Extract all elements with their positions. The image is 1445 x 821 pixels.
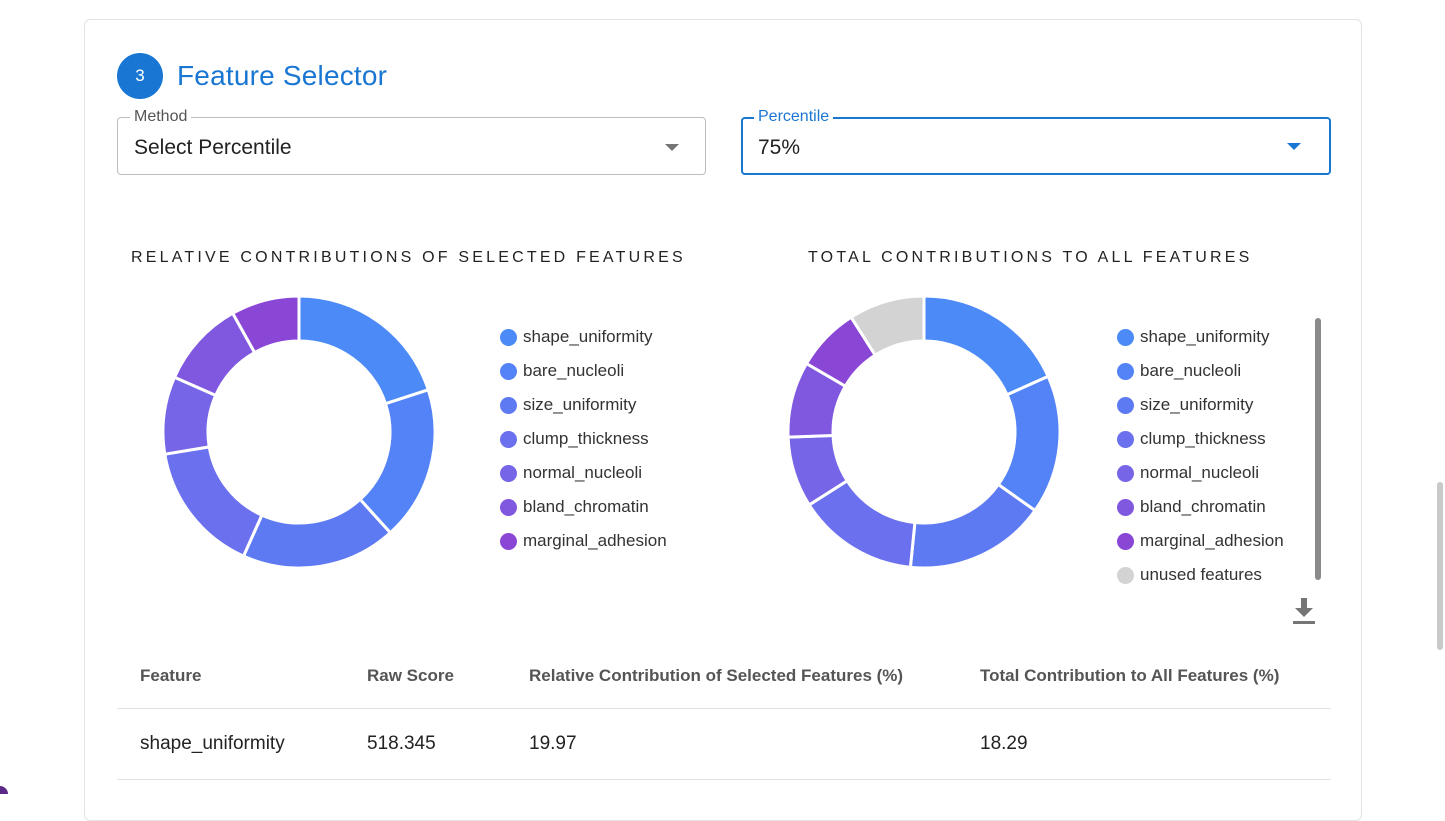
download-icon[interactable] — [1293, 598, 1315, 624]
legend-item-bare-nucleoli[interactable]: bare_nucleoli — [500, 354, 667, 388]
legend-item-marginal-adhesion[interactable]: marginal_adhesion — [1117, 524, 1284, 558]
legend-swatch — [1117, 362, 1134, 380]
cell-raw-score: 518.345 — [367, 708, 529, 780]
legend-swatch — [500, 328, 517, 346]
donut-slice-marginal-adhesion[interactable] — [230, 296, 301, 355]
page-scrollbar[interactable] — [1437, 482, 1443, 650]
legend-swatch — [1117, 328, 1134, 346]
legend-scrollbar[interactable] — [1315, 318, 1321, 580]
legend-label: bare_nucleoli — [1140, 361, 1242, 380]
legend-item-bare-nucleoli[interactable]: bare_nucleoli — [1117, 354, 1284, 388]
legend-item-clump-thickness[interactable]: clump_thickness — [500, 422, 667, 456]
legend-item-bland-chromatin[interactable]: bland_chromatin — [1117, 490, 1284, 524]
legend-item-size-uniformity[interactable]: size_uniformity — [1117, 388, 1284, 422]
legend-swatch — [1117, 464, 1134, 482]
feature-selector-card: 3 Feature Selector Method Select Percent… — [84, 19, 1362, 821]
relative-chart-legend: shape_uniformity bare_nucleoli size_unifor… — [500, 320, 667, 558]
legend-item-normal-nucleoli[interactable]: normal_nucleoli — [1117, 456, 1284, 490]
legend-swatch — [500, 362, 517, 380]
legend-item-shape-uniformity[interactable]: shape_uniformity — [500, 320, 667, 354]
legend-label: normal_nucleoli — [523, 463, 643, 482]
legend-label: size_uniformity — [1140, 395, 1254, 414]
total-chart-title: TOTAL CONTRIBUTIONS TO ALL FEATURES — [808, 249, 1253, 266]
column-header-relative[interactable]: Relative Contribution of Selected Featur… — [529, 644, 980, 709]
method-select[interactable]: Method Select Percentile — [117, 108, 706, 175]
legend-label: bland_chromatin — [1140, 497, 1266, 516]
relative-contributions-donut — [163, 296, 435, 568]
legend-item-clump-thickness[interactable]: clump_thickness — [1117, 422, 1284, 456]
percentile-select[interactable]: Percentile 75% — [741, 108, 1331, 175]
legend-label: shape_uniformity — [1140, 327, 1270, 346]
method-select-value: Select Percentile — [134, 136, 292, 159]
relative-chart-title: RELATIVE CONTRIBUTIONS OF SELECTED FEATU… — [131, 249, 686, 266]
section-header: 3 Feature Selector — [117, 53, 387, 99]
legend-swatch — [500, 430, 517, 448]
cell-total: 18.29 — [980, 708, 1331, 780]
legend-swatch — [500, 396, 517, 414]
legend-swatch — [1117, 566, 1134, 584]
legend-item-size-uniformity[interactable]: size_uniformity — [500, 388, 667, 422]
cell-feature: shape_uniformity — [117, 708, 367, 780]
legend-label: marginal_adhesion — [523, 531, 667, 550]
legend-label: unused features — [1140, 565, 1262, 584]
table-row: shape_uniformity 518.345 19.97 18.29 — [117, 708, 1331, 780]
legend-swatch — [500, 532, 517, 550]
legend-label: bare_nucleoli — [523, 361, 625, 380]
window-corner-accent — [0, 786, 8, 794]
chevron-down-icon[interactable] — [665, 144, 679, 151]
cell-relative: 19.97 — [529, 708, 980, 780]
legend-label: size_uniformity — [523, 395, 637, 414]
method-select-label: Method — [130, 108, 192, 126]
legend-label: clump_thickness — [1140, 429, 1266, 448]
legend-label: marginal_adhesion — [1140, 531, 1284, 550]
features-table: Feature Raw Score Relative Contribution … — [117, 644, 1331, 780]
step-badge: 3 — [117, 53, 163, 99]
legend-swatch — [1117, 430, 1134, 448]
column-header-feature[interactable]: Feature — [117, 644, 367, 709]
legend-label: bland_chromatin — [523, 497, 649, 516]
chevron-down-icon[interactable] — [1287, 143, 1301, 150]
donut-slice-unused-features[interactable] — [849, 296, 926, 358]
donut-slice-clump-thickness[interactable] — [163, 445, 264, 559]
legend-label: shape_uniformity — [523, 327, 653, 346]
legend-swatch — [1117, 498, 1134, 516]
total-contributions-donut — [788, 296, 1060, 568]
column-header-raw-score[interactable]: Raw Score — [367, 644, 529, 709]
legend-item-normal-nucleoli[interactable]: normal_nucleoli — [500, 456, 667, 490]
table-header-row: Feature Raw Score Relative Contribution … — [117, 644, 1331, 709]
legend-item-marginal-adhesion[interactable]: marginal_adhesion — [500, 524, 667, 558]
donut-slice-size-uniformity[interactable] — [908, 482, 1038, 568]
legend-swatch — [500, 464, 517, 482]
legend-item-unused-features[interactable]: unused features — [1117, 558, 1284, 592]
percentile-select-value: 75% — [758, 136, 801, 159]
donut-slice-shape-uniformity[interactable] — [297, 296, 431, 406]
legend-label: normal_nucleoli — [1140, 463, 1260, 482]
legend-swatch — [1117, 532, 1134, 550]
percentile-select-label: Percentile — [754, 108, 834, 126]
total-chart-legend: shape_uniformity bare_nucleoli size_unifor… — [1117, 320, 1284, 592]
donut-slice-shape-uniformity[interactable] — [922, 296, 1051, 397]
legend-swatch — [1117, 396, 1134, 414]
section-title: Feature Selector — [177, 60, 388, 91]
column-header-total[interactable]: Total Contribution to All Features (%) — [980, 644, 1331, 709]
donut-slice-size-uniformity[interactable] — [241, 497, 393, 568]
legend-swatch — [500, 498, 517, 516]
legend-label: clump_thickness — [523, 429, 649, 448]
legend-item-bland-chromatin[interactable]: bland_chromatin — [500, 490, 667, 524]
legend-item-shape-uniformity[interactable]: shape_uniformity — [1117, 320, 1284, 354]
